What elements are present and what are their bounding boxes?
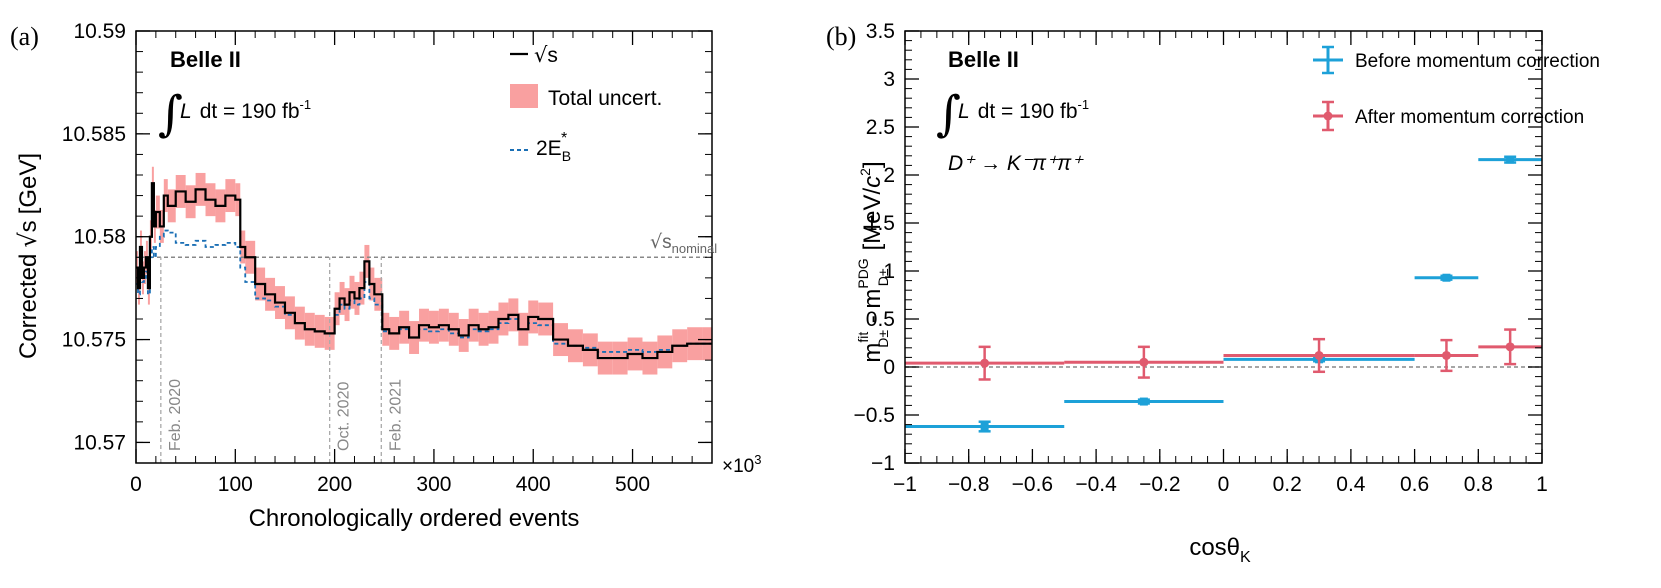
x-tick-label-a: 200 [317, 473, 352, 496]
x-tick-label-a: 100 [218, 473, 253, 496]
x-tick-label-a: 300 [416, 473, 451, 496]
data-point-marker [980, 422, 989, 431]
data-point-marker [1441, 350, 1451, 360]
x-tick-label-a: 0 [130, 473, 142, 496]
x-tick-label-b: −0.2 [1139, 473, 1180, 496]
x-tick-label-b: 0.2 [1273, 473, 1302, 496]
date-marker-label: Feb. 2020 [167, 379, 184, 451]
date-markers: Feb. 2020 Oct. 2020 Feb. 2021 [167, 379, 404, 451]
x-tick-label-b: 0.8 [1464, 473, 1493, 496]
y-tick-label-b: 0 [883, 356, 895, 379]
plot-frame-a [135, 30, 713, 464]
date-marker-label: Feb. 2021 [387, 379, 404, 451]
x-tick-label-b: −1 [893, 473, 917, 496]
integral-icon-b: ∫ [936, 86, 961, 142]
x-axis-label-b: cosθK [1189, 534, 1251, 566]
y-tick-label-b: −1 [871, 452, 895, 475]
integral-icon: ∫ [158, 86, 183, 142]
data-point-marker [1442, 273, 1451, 282]
x-tick-label-b: 0.4 [1336, 473, 1366, 496]
x-tick-label-b: 0 [1218, 473, 1230, 496]
data-point-marker [1139, 357, 1149, 367]
y-axis-label-a: Corrected√s[GeV] [14, 153, 42, 359]
y-tick-label-b: 2 [883, 164, 895, 187]
data-point-marker [1505, 342, 1515, 352]
nominal-label: √snominal [650, 231, 717, 256]
before-correction-series [905, 155, 1542, 433]
x-axis-label-a: Chronologically ordered events [249, 505, 580, 532]
reference-lines [136, 256, 712, 463]
plot-frame-b [904, 30, 1543, 464]
y-tick-label-b: 3.5 [866, 20, 895, 43]
sqrt-s-line [136, 182, 712, 360]
legend-band-swatch [510, 84, 538, 108]
after-correction-series [905, 328, 1542, 381]
legend-sqrt-s-label: √s [534, 43, 558, 67]
uncertainty-band-group [136, 166, 713, 375]
x-tick-label-b: −0.6 [1012, 473, 1053, 496]
legend-b: Before momentum correction After momentu… [1313, 45, 1600, 132]
x-tick-label-b: 1 [1536, 473, 1548, 496]
data-point-marker [980, 358, 990, 368]
panel-a: (a) 0 100 200 300 400 500 10.57 10.575 10.58 10.5… [10, 20, 761, 532]
axis-ticks-b: −1 −0.8 −0.6 −0.4 −0.2 0 0.2 0.4 0.6 0.8 1 −1 −0.5 0 0… [854, 20, 1548, 496]
y-tick-label-b: 1 [883, 260, 895, 283]
x-tick-label-a: 500 [615, 473, 650, 496]
data-point-marker [1139, 397, 1148, 406]
panel-b: (b) −1 −0.8 −0.6 −0.4 −0.2 0 0.2 0.4 0.6 0.8 1 −1 −0… [826, 20, 1600, 566]
data-point-marker [1314, 350, 1324, 360]
series-lines [136, 182, 712, 360]
y-tick-label-a: 10.57 [73, 431, 126, 454]
x-tick-label-b: −0.4 [1075, 473, 1117, 496]
experiment-label-b: Belle II [948, 47, 1019, 72]
y-tick-label-b: 0.5 [866, 308, 895, 331]
data-points [905, 155, 1542, 433]
y-tick-label-a: 10.575 [62, 329, 126, 352]
y-tick-label-b: 3 [883, 68, 895, 91]
legend-beam-label: 2EB* [536, 130, 571, 164]
x-tick-label-a: 400 [516, 473, 551, 496]
y-tick-label-b: 2.5 [866, 116, 895, 139]
decay-label: D⁺ → K⁻π⁺π⁺ [948, 152, 1084, 175]
legend-after-label: After momentum correction [1355, 107, 1584, 128]
legend-after-marker [1323, 111, 1333, 121]
panel-a-label: (a) [10, 22, 39, 51]
data-point-marker [1506, 155, 1515, 164]
y-tick-label-b: 1.5 [866, 212, 895, 235]
x-multiplier-a: ×103 [722, 452, 761, 477]
y-axis-label-b: mfit D± - mPDG D±[MeV/c2] [855, 161, 891, 362]
legend-before-label: Before momentum correction [1355, 51, 1600, 72]
panel-b-label: (b) [826, 22, 856, 51]
y-tick-label-a: 10.58 [73, 226, 126, 249]
y-tick-label-b: −0.5 [854, 404, 895, 427]
beam-energy-line [136, 229, 712, 353]
date-marker-label: Oct. 2020 [336, 382, 353, 451]
y-tick-label-a: 10.585 [62, 123, 126, 146]
axis-ticks-a: 0 100 200 300 400 500 10.57 10.575 10.58 10.585 10… [62, 20, 712, 496]
x-tick-label-b: −0.8 [948, 473, 989, 496]
experiment-label-a: Belle II [170, 47, 241, 72]
x-tick-label-b: 0.6 [1400, 473, 1429, 496]
y-tick-label-a: 10.59 [73, 20, 126, 43]
legend-band-label: Total uncert. [548, 87, 662, 110]
